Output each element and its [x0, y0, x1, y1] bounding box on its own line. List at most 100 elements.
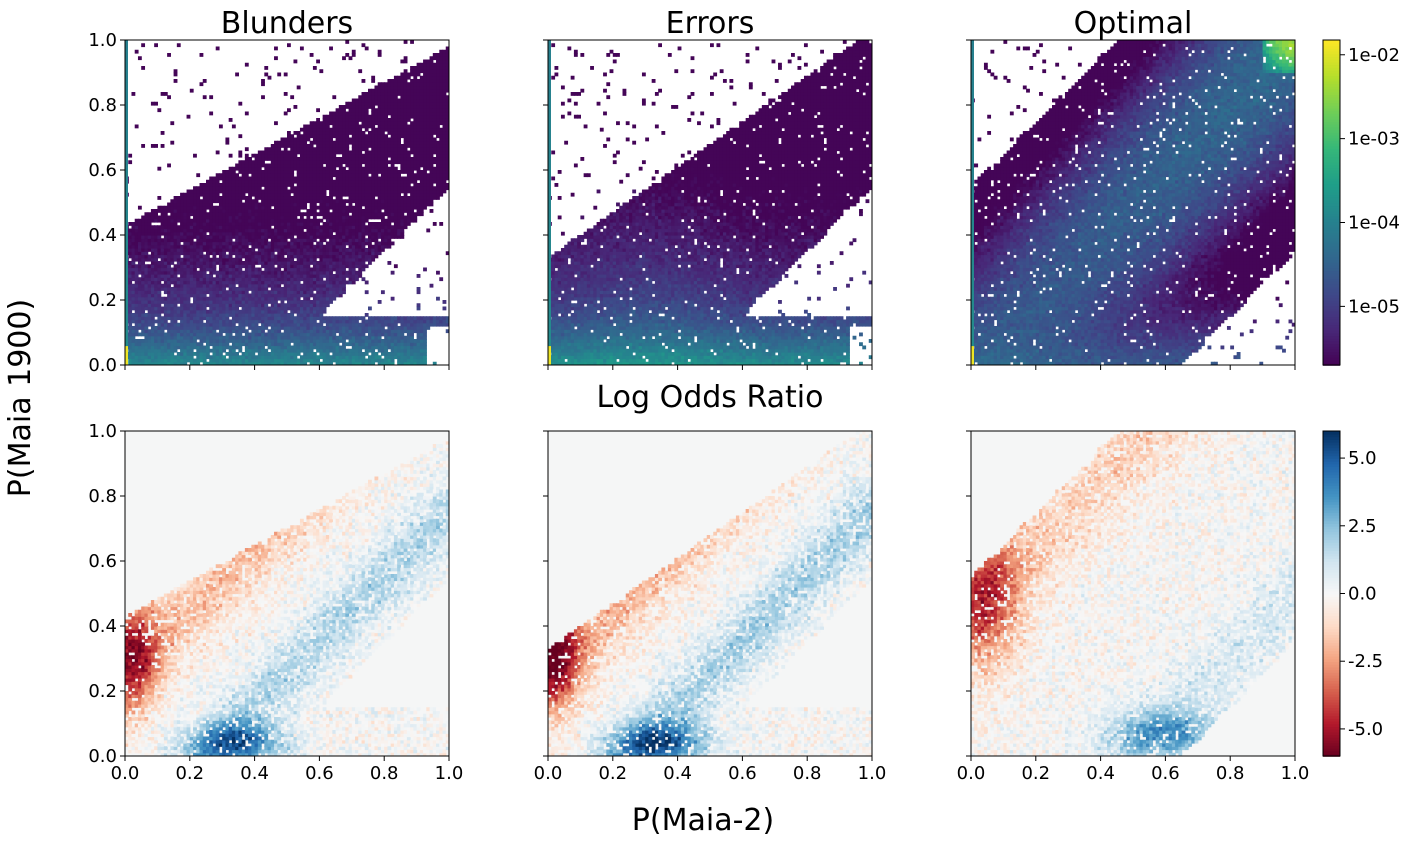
heatmap-cell: [144, 339, 149, 343]
heatmap-cell: [206, 342, 210, 347]
heatmap-cell: [261, 290, 265, 295]
heatmap-cell: [384, 244, 389, 249]
heatmap-cell: [261, 235, 265, 239]
heatmap-cell: [199, 339, 204, 343]
heatmap-cell: [374, 225, 379, 230]
heatmap-cell: [312, 316, 317, 321]
heatmap-cell: [387, 202, 392, 207]
heatmap-cell: [358, 335, 363, 340]
heatmap-cell: [335, 137, 340, 142]
heatmap-cell: [374, 215, 379, 220]
heatmap-cell: [277, 186, 282, 191]
heatmap-cell: [228, 228, 233, 233]
heatmap-cell: [322, 179, 327, 184]
heatmap-cell: [154, 254, 158, 259]
heatmap-cell: [335, 157, 340, 161]
heatmap-cell: [368, 322, 372, 327]
heatmap-cell: [287, 296, 291, 301]
heatmap-cell: [134, 231, 139, 236]
heatmap-cell: [290, 173, 295, 178]
heatmap-cell: [371, 192, 376, 197]
heatmap-cell: [368, 88, 372, 93]
heatmap-cell: [241, 293, 246, 298]
heatmap-cell: [329, 261, 333, 265]
heatmap-cell: [384, 352, 389, 356]
heatmap-cell: [238, 361, 243, 365]
heatmap-cell: [160, 316, 165, 321]
heatmap-cell: [390, 196, 395, 200]
heatmap-cell: [377, 335, 382, 340]
heatmap-cell: [144, 358, 149, 363]
heatmap-cell: [167, 293, 171, 298]
heatmap-cell: [364, 342, 369, 347]
heatmap-cell: [329, 160, 333, 165]
heatmap-cell: [316, 267, 320, 272]
heatmap-cell: [290, 251, 295, 256]
heatmap-cell: [257, 205, 262, 210]
heatmap-cell: [358, 186, 363, 191]
heatmap-cell: [173, 300, 178, 304]
heatmap-cell: [193, 222, 197, 226]
heatmap-cell: [189, 202, 194, 207]
heatmap-cell: [218, 267, 223, 272]
heatmap-cell: [157, 313, 162, 317]
heatmap-cell: [244, 231, 249, 236]
heatmap-cell: [141, 322, 146, 327]
heatmap-cell: [374, 322, 379, 327]
heatmap-cell: [267, 163, 272, 168]
heatmap-cell: [287, 231, 291, 236]
heatmap-cell: [235, 261, 239, 265]
heatmap-cell: [209, 274, 214, 278]
heatmap-cell: [306, 244, 311, 249]
heatmap-cell: [316, 264, 320, 269]
heatmap-cell: [222, 348, 227, 353]
heatmap-cell: [358, 157, 363, 161]
heatmap-cell: [131, 345, 136, 350]
heatmap-cell: [380, 114, 385, 119]
heatmap-cell: [348, 231, 353, 236]
heatmap-cell: [186, 277, 191, 282]
heatmap-cell: [358, 209, 363, 213]
heatmap-cell: [183, 361, 188, 365]
heatmap-cell: [189, 209, 194, 213]
heatmap-cell: [176, 264, 181, 269]
heatmap-cell: [238, 254, 243, 259]
heatmap-cell: [332, 326, 337, 330]
heatmap-cell: [348, 335, 353, 340]
heatmap-cell: [228, 329, 233, 334]
heatmap-cell: [202, 306, 207, 311]
heatmap-cell: [228, 248, 233, 252]
heatmap-cell: [299, 222, 304, 226]
heatmap-cell: [150, 218, 155, 223]
heatmap-cell: [368, 183, 372, 187]
heatmap-cell: [238, 274, 243, 278]
heatmap-cell: [218, 313, 223, 317]
heatmap-cell: [287, 228, 291, 233]
heatmap-cell: [137, 332, 142, 337]
heatmap-cell: [387, 121, 392, 126]
heatmap-cell: [348, 329, 353, 334]
heatmap-cell: [299, 235, 304, 239]
heatmap-cell: [150, 231, 155, 236]
heatmap-cell: [348, 111, 353, 116]
heatmap-cell: [189, 355, 194, 360]
heatmap-cell: [303, 316, 308, 321]
heatmap-cell: [235, 332, 239, 337]
heatmap-cell: [128, 153, 133, 158]
heatmap-cell: [306, 212, 311, 217]
heatmap-cell: [277, 150, 282, 155]
heatmap-cell: [361, 196, 366, 200]
heatmap-cell: [180, 212, 184, 217]
heatmap-cell: [261, 352, 265, 356]
panel-blunders-density: 0.00.20.40.60.81.0: [88, 30, 450, 376]
heatmap-cell: [312, 140, 317, 145]
heatmap-cell: [128, 339, 133, 343]
heatmap-cell: [280, 322, 285, 327]
heatmap-cell: [290, 228, 295, 233]
heatmap-cell: [351, 274, 356, 278]
heatmap-cell: [387, 111, 392, 116]
heatmap-cell: [387, 105, 392, 109]
heatmap-cell: [325, 124, 330, 129]
heatmap-cell: [348, 209, 353, 213]
heatmap-cell: [387, 199, 392, 204]
